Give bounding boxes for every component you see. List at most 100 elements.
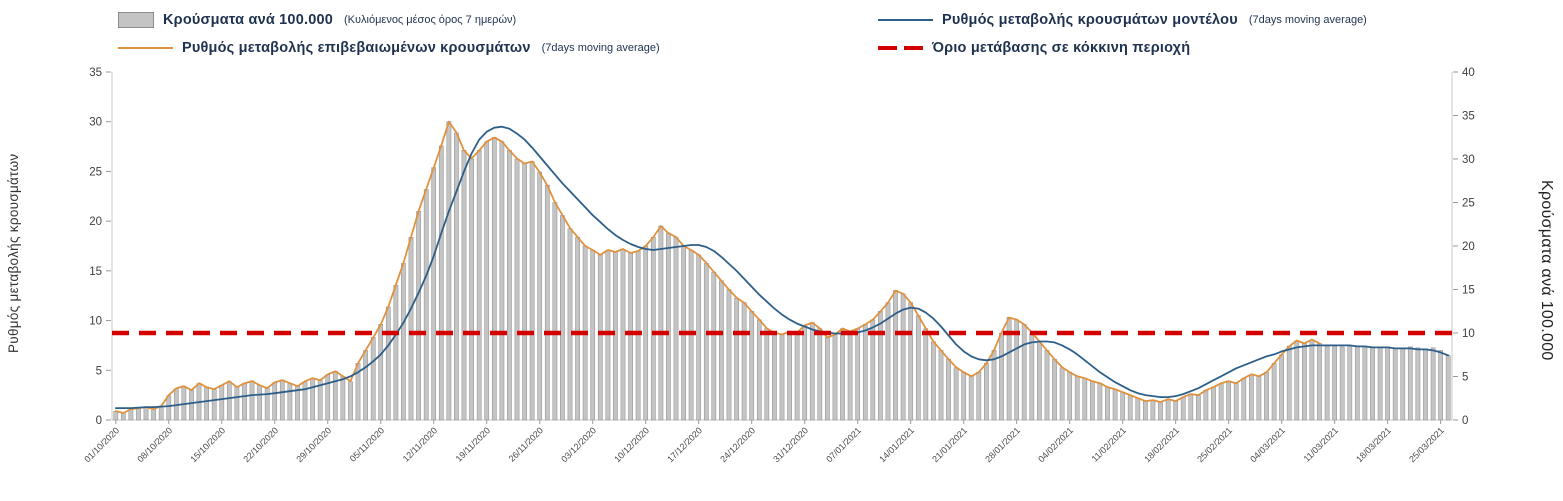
x-axis-tick-label: 18/03/2021	[1354, 425, 1393, 464]
case-bar	[151, 408, 156, 421]
case-bar	[514, 158, 520, 421]
case-bar	[1332, 345, 1337, 421]
case-bar	[991, 350, 997, 421]
legend-item-red-zone-threshold: Όριο μετάβασης σε κόκκινη περιοχή	[878, 36, 1190, 60]
case-bar	[635, 250, 641, 421]
case-bar	[522, 163, 527, 421]
case-bar	[1415, 347, 1421, 421]
case-bar	[726, 289, 732, 421]
x-axis-tick-label: 11/02/2021	[1090, 425, 1128, 463]
case-bar	[1067, 371, 1073, 421]
x-axis-tick-label: 11/03/2021	[1302, 425, 1340, 463]
x-axis-tick-label: 22/10/2020	[241, 425, 280, 464]
case-bar	[416, 210, 421, 421]
bar-series-swatch	[118, 12, 154, 28]
case-bar	[938, 350, 944, 421]
right-axis-tick-label: 40	[1462, 67, 1475, 79]
case-bar	[931, 341, 936, 421]
case-bar	[1430, 347, 1436, 421]
case-bar	[1445, 355, 1451, 421]
case-bar	[1294, 340, 1300, 421]
right-axis-tick-label: 5	[1462, 372, 1468, 384]
left-axis-tick-label: 25	[89, 166, 102, 178]
case-bar	[1037, 341, 1042, 421]
case-bar	[976, 371, 982, 421]
case-bar	[113, 411, 119, 421]
case-bar	[1309, 339, 1315, 421]
case-bar	[878, 311, 883, 421]
case-bar	[166, 395, 172, 421]
legend-item-confirmed-rate: Ρυθμός μεταβολής επιβεβαιωμένων κρουσμάτ…	[118, 36, 660, 60]
x-axis-tick-label: 25/03/2021	[1407, 425, 1446, 464]
case-bar	[1097, 383, 1103, 421]
case-bar	[454, 132, 459, 421]
case-bar	[272, 382, 278, 421]
case-bar	[211, 389, 217, 421]
case-bar	[1127, 395, 1133, 421]
case-bar	[1105, 386, 1110, 421]
case-bar	[1188, 393, 1194, 421]
x-axis-tick-label: 04/03/2021	[1248, 425, 1287, 464]
model-rate-line	[114, 125, 1450, 409]
case-bar	[1211, 386, 1216, 421]
case-bar	[438, 145, 444, 421]
x-axis-tick-label: 14/01/2021	[877, 425, 916, 464]
case-bar	[764, 328, 770, 421]
case-bar	[968, 376, 974, 421]
case-bar	[832, 334, 838, 421]
case-bar	[143, 406, 149, 421]
case-bar	[325, 374, 331, 421]
case-bar	[1339, 346, 1345, 421]
legend-label: Ρυθμός μεταβολής κρουσμάτων μοντέλου	[942, 12, 1238, 28]
case-bar	[1286, 345, 1292, 421]
case-bar	[544, 184, 550, 421]
case-bar	[1218, 383, 1224, 421]
case-bar	[575, 237, 580, 421]
case-bar	[855, 328, 861, 421]
case-bar	[1249, 374, 1254, 421]
right-axis-tick-label: 15	[1462, 285, 1475, 297]
x-axis-tick-label: 29/10/2020	[294, 425, 333, 464]
case-bar	[537, 171, 543, 421]
case-bar	[242, 383, 247, 421]
x-axis-tick-label: 28/01/2021	[983, 425, 1022, 464]
case-bar	[946, 358, 951, 421]
case-bar	[1021, 324, 1027, 421]
x-axis-tick-label: 17/12/2020	[665, 425, 704, 464]
model-line-swatch	[878, 19, 933, 21]
right-axis-title: Κρούσματα ανά 100.000	[1538, 179, 1555, 361]
case-bar	[469, 158, 474, 421]
right-axis-tick-label: 10	[1462, 328, 1475, 340]
x-axis-tick-label: 15/10/2020	[188, 425, 227, 464]
case-bar	[703, 263, 709, 421]
case-bar	[446, 121, 452, 421]
case-bar	[287, 383, 293, 421]
case-bar	[219, 384, 225, 421]
confirmed-line-swatch	[118, 47, 173, 49]
case-bar	[1302, 343, 1307, 421]
legend-label: Ρυθμός μεταβολής επιβεβαιωμένων κρουσμάτ…	[182, 40, 531, 56]
case-bar	[590, 250, 596, 421]
x-axis-tick-label: 05/11/2020	[348, 425, 386, 463]
legend-note: (Κυλιόμενος μέσος όρος 7 ημερών)	[344, 14, 517, 26]
x-axis-tick-label: 03/12/2020	[559, 425, 598, 464]
case-bar	[840, 328, 845, 421]
case-bar	[560, 215, 565, 421]
case-bar	[1150, 399, 1156, 421]
case-bar	[378, 324, 384, 421]
case-bar	[1256, 376, 1262, 421]
x-axis-tick-label: 10/12/2020	[612, 425, 651, 464]
case-bar	[1241, 377, 1247, 421]
case-bar	[1052, 358, 1057, 421]
case-bar	[552, 202, 558, 421]
case-bar	[1271, 363, 1277, 421]
left-axis-tick-label: 30	[89, 117, 102, 129]
case-bar	[1112, 389, 1118, 421]
left-axis-tick-label: 15	[89, 266, 102, 278]
case-bar	[794, 332, 800, 421]
case-bar	[1377, 346, 1383, 421]
left-axis-tick-label: 0	[96, 415, 102, 427]
x-axis-tick-label: 01/10/2020	[82, 425, 121, 464]
left-axis-tick-label: 20	[89, 216, 102, 228]
